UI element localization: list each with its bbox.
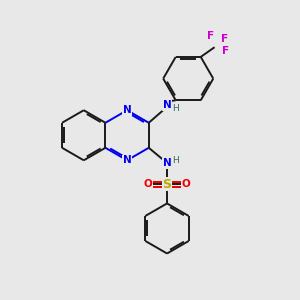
Text: N: N: [163, 158, 171, 168]
Text: S: S: [163, 178, 172, 191]
Text: F: F: [207, 31, 214, 41]
Text: N: N: [163, 100, 171, 110]
Text: O: O: [143, 179, 152, 189]
Text: N: N: [123, 155, 131, 165]
Text: O: O: [182, 179, 190, 189]
Text: F: F: [222, 46, 229, 56]
Text: F: F: [221, 34, 228, 44]
Text: H: H: [172, 156, 179, 165]
Text: H: H: [172, 104, 179, 113]
Text: N: N: [123, 105, 131, 115]
